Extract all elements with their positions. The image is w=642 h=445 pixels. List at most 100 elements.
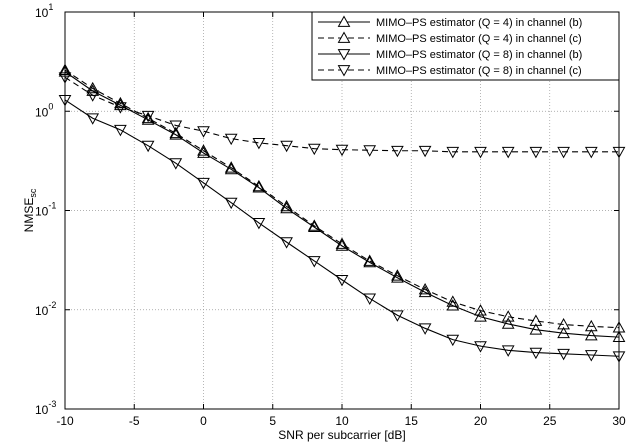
marker <box>391 145 404 158</box>
y-tick-label: 100 <box>35 102 53 120</box>
marker <box>584 328 598 341</box>
marker <box>169 128 183 140</box>
marker <box>335 274 349 287</box>
marker <box>280 199 293 212</box>
marker <box>197 126 210 138</box>
marker <box>252 181 266 193</box>
marker <box>446 299 460 311</box>
marker <box>612 146 626 159</box>
marker <box>58 65 72 77</box>
y-tick-label: 10-1 <box>35 201 56 219</box>
marker <box>197 177 210 190</box>
marker <box>58 63 72 75</box>
y-tick-label: 101 <box>35 2 53 20</box>
marker <box>584 146 598 159</box>
marker <box>307 219 321 231</box>
marker <box>418 145 432 158</box>
marker <box>557 146 570 159</box>
x-tick-label: -5 <box>129 414 140 428</box>
marker <box>529 323 543 335</box>
marker <box>114 102 127 114</box>
marker <box>446 334 460 347</box>
marker <box>252 137 266 150</box>
marker <box>224 162 238 175</box>
marker <box>501 146 515 159</box>
legend-label: MIMO–PS estimator (Q = 4) in channel (c) <box>376 33 582 45</box>
marker <box>197 144 210 156</box>
marker <box>474 341 487 353</box>
marker <box>501 310 515 322</box>
legend-marker <box>337 65 351 77</box>
x-axis-label: SNR per subcarrier [dB] <box>278 428 405 442</box>
legend-marker <box>337 31 351 43</box>
marker <box>224 197 238 210</box>
legend-box <box>311 11 620 81</box>
marker <box>114 98 127 111</box>
legend-marker <box>337 15 351 27</box>
x-tick-label: 30 <box>612 414 626 428</box>
y-tick-label: 10-3 <box>35 399 56 417</box>
marker <box>169 120 183 132</box>
marker <box>529 314 543 326</box>
marker <box>307 220 321 233</box>
marker <box>363 254 377 266</box>
x-tick-label: 15 <box>405 414 419 428</box>
x-tick-label: -10 <box>56 414 74 428</box>
marker <box>141 113 155 125</box>
marker <box>335 144 349 157</box>
marker <box>280 237 293 249</box>
marker <box>501 345 515 357</box>
legend-marker <box>337 49 351 61</box>
marker <box>391 310 404 322</box>
legend-label: MIMO–PS estimator (Q = 8) in channel (c) <box>376 65 582 77</box>
series-line <box>64 99 620 357</box>
marker <box>557 348 570 361</box>
series-line <box>64 71 620 338</box>
x-tick-label: 5 <box>269 414 276 428</box>
marker <box>418 282 432 295</box>
marker <box>86 81 100 94</box>
marker <box>474 304 487 316</box>
marker <box>224 133 238 146</box>
x-tick-label: 25 <box>543 414 557 428</box>
y-tick-label: 10-2 <box>35 300 56 318</box>
x-tick-label: 0 <box>200 414 207 428</box>
marker <box>141 140 155 153</box>
y-axis-label: NMSEsc <box>22 188 38 232</box>
marker <box>446 146 460 159</box>
marker <box>335 237 349 249</box>
marker <box>307 256 321 268</box>
marker <box>557 326 570 339</box>
marker <box>584 350 598 362</box>
marker <box>58 95 72 107</box>
marker <box>529 146 543 159</box>
marker <box>501 317 515 329</box>
marker <box>169 158 183 170</box>
legend-label: MIMO–PS estimator (Q = 8) in channel (b) <box>376 49 582 61</box>
marker <box>58 72 72 84</box>
marker <box>446 295 460 307</box>
x-tick-label: 10 <box>335 414 349 428</box>
marker <box>529 347 543 360</box>
marker <box>612 330 626 343</box>
marker <box>307 143 321 156</box>
marker <box>363 293 377 305</box>
marker <box>114 124 127 137</box>
marker <box>141 111 155 124</box>
marker <box>474 310 487 322</box>
marker <box>141 110 155 123</box>
marker <box>280 140 293 153</box>
marker <box>169 126 183 139</box>
x-tick-label: 20 <box>474 414 488 428</box>
marker <box>391 269 404 281</box>
marker <box>224 161 238 173</box>
legend-label: MIMO–PS estimator (Q = 4) in channel (b) <box>376 17 582 29</box>
marker <box>363 145 377 157</box>
marker <box>612 351 626 363</box>
marker <box>557 317 570 330</box>
marker <box>86 113 100 125</box>
marker <box>612 321 626 333</box>
marker <box>418 323 432 335</box>
marker <box>252 218 266 230</box>
